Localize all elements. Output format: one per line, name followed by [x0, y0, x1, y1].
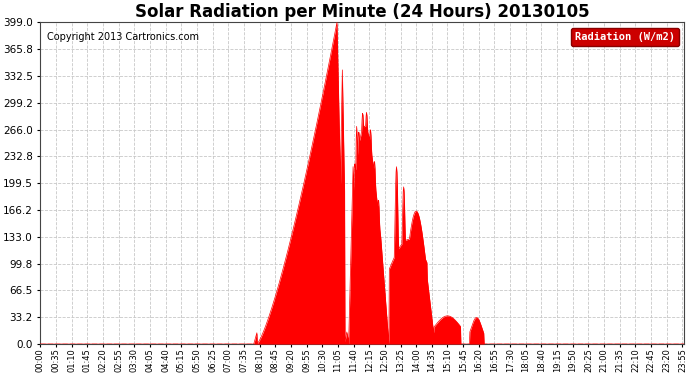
Text: Copyright 2013 Cartronics.com: Copyright 2013 Cartronics.com — [47, 32, 199, 42]
Title: Solar Radiation per Minute (24 Hours) 20130105: Solar Radiation per Minute (24 Hours) 20… — [135, 3, 589, 21]
Legend: Radiation (W/m2): Radiation (W/m2) — [571, 27, 679, 46]
